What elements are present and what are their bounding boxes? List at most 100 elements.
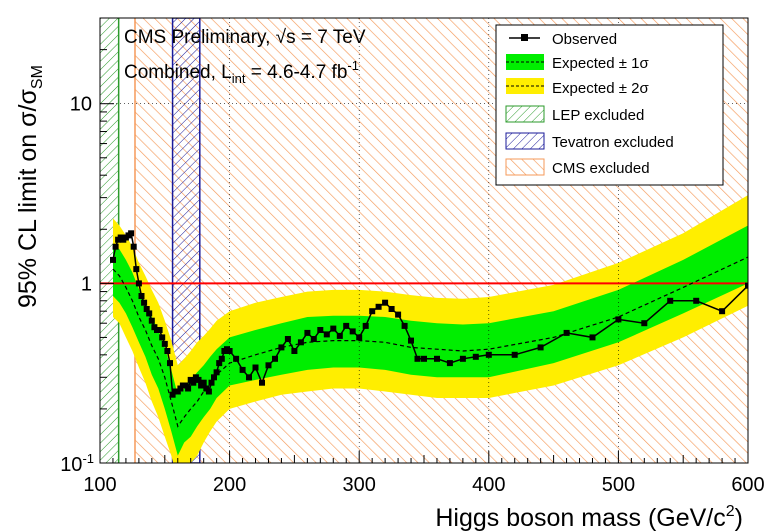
legend-item-lep: LEP excluded [505, 105, 644, 124]
y-tick-label: 10 [70, 94, 92, 116]
observed-point [239, 366, 246, 373]
observed-point [693, 297, 700, 304]
observed-point [349, 328, 356, 335]
observed-point [719, 308, 726, 315]
x-tick-label: 100 [83, 474, 116, 496]
observed-point [615, 316, 622, 323]
x-tick-label: 400 [472, 474, 505, 496]
observed-point [211, 374, 217, 381]
observed-point [421, 355, 427, 362]
legend-label-observed: Observed [552, 31, 617, 48]
observed-point [382, 299, 389, 306]
observed-point [185, 385, 192, 392]
observed-point [156, 327, 163, 333]
observed-point [401, 322, 408, 329]
observed-point [148, 317, 155, 324]
observed-point [190, 379, 197, 386]
legend-label-cms: CMS excluded [552, 160, 650, 177]
observed-point [135, 280, 142, 287]
observed-point [208, 379, 215, 386]
observed-point [375, 303, 382, 310]
expected-1sigma-band [113, 225, 748, 456]
observed-point [362, 322, 369, 329]
observed-point [317, 327, 324, 333]
observed-point [511, 351, 518, 358]
chart-header-line2: Combined, Lint = 4.6-4.7 fb-1 [124, 58, 359, 86]
chart-header-line1: CMS Preliminary, √s = 7 TeV [124, 27, 366, 48]
observed-point [297, 339, 304, 346]
legend-item-expected-1sigma: Expected ± 1σ [506, 54, 649, 72]
observed-point [537, 344, 544, 351]
observed-point [336, 332, 343, 339]
observed-point [485, 351, 492, 358]
observed-point [745, 282, 748, 289]
observed-point [213, 369, 220, 376]
observed-point [272, 355, 278, 362]
legend-box [495, 24, 724, 186]
observed-point [369, 308, 376, 315]
observed-point [356, 334, 363, 341]
observed-point [388, 306, 395, 312]
y-axis-label: 95% CL limit on σ/σSM [14, 65, 46, 308]
observed-point [459, 355, 466, 362]
observed-point [200, 379, 207, 386]
legend-item-observed: Observed [509, 31, 617, 48]
observed-point [205, 388, 212, 395]
expected-bands [113, 195, 748, 463]
observed-point [226, 348, 233, 354]
observed-point [395, 311, 402, 318]
observed-point [278, 344, 285, 351]
observed-point [169, 391, 176, 398]
observed-point [218, 355, 225, 362]
observed-point [330, 325, 337, 332]
observed-point [408, 337, 414, 344]
observed-point [130, 243, 137, 250]
observed-point [164, 348, 171, 354]
observed-point [138, 293, 145, 299]
observed-point [343, 322, 350, 329]
observed-point [167, 360, 173, 367]
observed-point [112, 243, 119, 250]
observed-point [259, 379, 265, 386]
observed-point [143, 306, 150, 312]
observed-point [304, 329, 311, 336]
legend-label-lep: LEP excluded [552, 107, 644, 124]
observed-point [233, 355, 240, 362]
lep-excluded-region [100, 18, 119, 463]
legend-label-expected-2sigma: Expected ± 2σ [552, 80, 649, 97]
observed-point [434, 355, 440, 362]
observed-point [133, 266, 140, 273]
observed-point [110, 256, 116, 263]
y-tick-label-min: 10-1 [60, 451, 94, 476]
observed-point [310, 336, 317, 342]
observed-point [472, 353, 479, 360]
legend-item-cms: CMS excluded [505, 158, 650, 177]
y-tick-label: 1 [81, 273, 92, 295]
legend-item-expected-2sigma: Expected ± 2σ [506, 78, 649, 97]
x-tick-label: 500 [602, 474, 635, 496]
x-tick-label: 600 [731, 474, 764, 496]
observed-point [216, 360, 223, 367]
observed-point [641, 320, 648, 327]
observed-point [265, 362, 272, 369]
observed-point [414, 355, 421, 362]
observed-point [563, 329, 570, 336]
observed-point [146, 310, 153, 317]
x-tick-label: 300 [343, 474, 376, 496]
axes: 100 200 300 400 500 600 1 10 10-1 [60, 17, 765, 496]
observed-point [246, 374, 252, 381]
x-axis-label: Higgs boson mass (GeV/c2) [435, 503, 743, 532]
series-lines [100, 230, 748, 428]
observed-point [195, 376, 202, 383]
observed-point [252, 364, 259, 371]
observed-point [141, 299, 148, 306]
expected-line [112, 256, 748, 428]
observed-point [291, 348, 298, 354]
observed-point [159, 334, 166, 341]
observed-point [323, 331, 330, 338]
observed-point [161, 340, 168, 347]
observed-point [589, 334, 596, 341]
legend-label-expected-1sigma: Expected ± 1σ [552, 55, 649, 72]
observed-point [446, 360, 453, 367]
